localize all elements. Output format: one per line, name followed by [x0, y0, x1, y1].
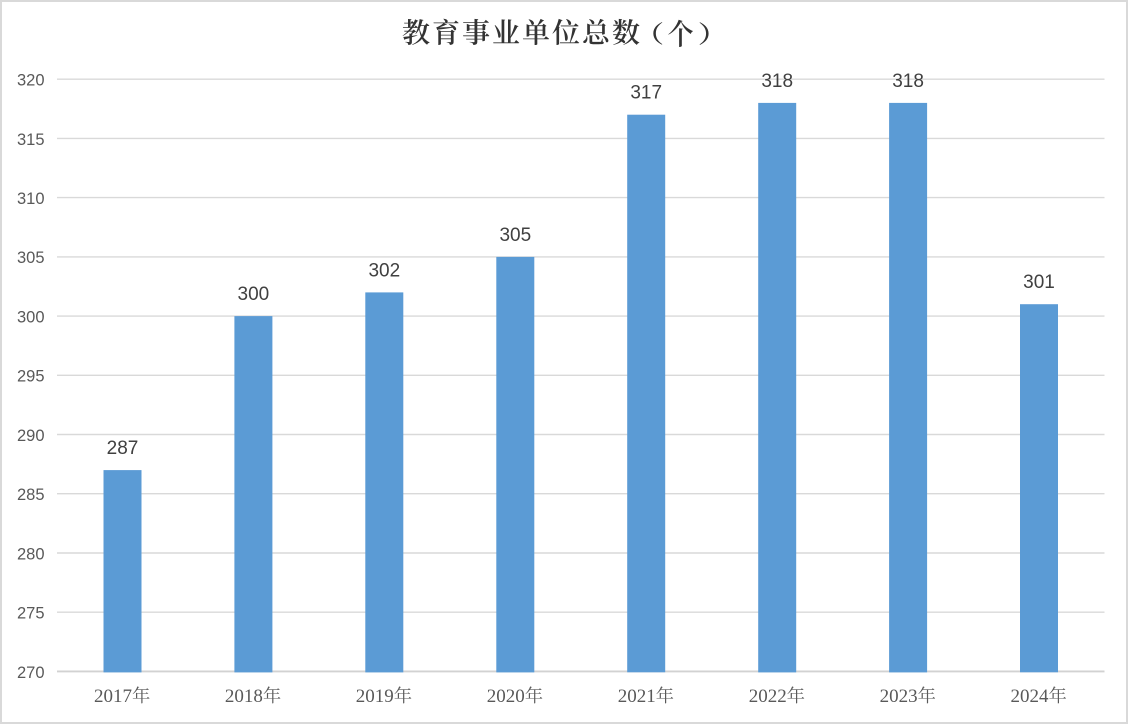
svg-text:2019: 2019: [356, 686, 394, 707]
svg-text:320: 320: [17, 72, 45, 90]
svg-text:300: 300: [238, 284, 270, 305]
svg-text:305: 305: [499, 225, 531, 246]
svg-text:317: 317: [630, 83, 662, 104]
svg-text:290: 290: [17, 427, 45, 445]
svg-text:2023: 2023: [880, 686, 918, 707]
svg-text:275: 275: [17, 605, 45, 623]
svg-text:2024: 2024: [1011, 686, 1050, 707]
svg-text:302: 302: [368, 260, 400, 281]
svg-text:300: 300: [17, 308, 45, 326]
svg-text:2021: 2021: [618, 686, 656, 707]
svg-text:2022: 2022: [749, 686, 787, 707]
svg-text:287: 287: [107, 438, 139, 459]
svg-text:2018: 2018: [225, 686, 263, 707]
svg-text:280: 280: [17, 545, 45, 563]
svg-text:270: 270: [17, 664, 45, 682]
svg-text:310: 310: [17, 190, 45, 208]
svg-text:318: 318: [892, 71, 924, 92]
svg-text:318: 318: [761, 71, 793, 92]
svg-text:2020: 2020: [487, 686, 525, 707]
svg-text:315: 315: [17, 131, 45, 149]
svg-text:305: 305: [17, 249, 45, 267]
svg-text:295: 295: [17, 368, 45, 386]
svg-text:285: 285: [17, 486, 45, 504]
svg-text:2017: 2017: [94, 686, 132, 707]
svg-text:301: 301: [1023, 272, 1055, 293]
